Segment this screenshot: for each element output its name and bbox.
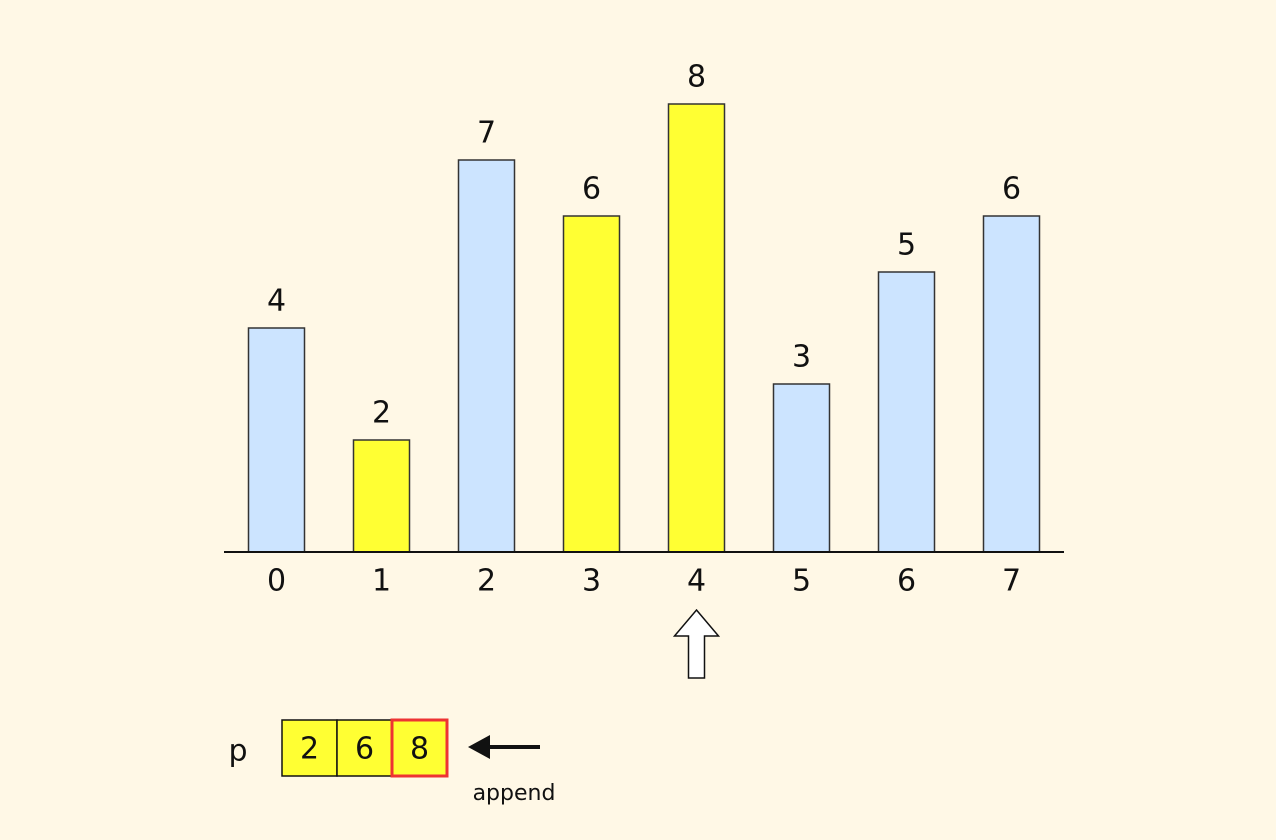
value-label: 3 bbox=[792, 340, 811, 375]
bar bbox=[352, 439, 411, 553]
x-tick-label: 0 bbox=[267, 564, 286, 599]
value-label: 6 bbox=[1002, 172, 1021, 207]
array-cell bbox=[281, 719, 338, 777]
x-tick-label: 1 bbox=[372, 564, 391, 599]
value-label: 8 bbox=[687, 60, 706, 95]
x-tick-label: 2 bbox=[477, 564, 496, 599]
bar bbox=[667, 103, 726, 553]
bar bbox=[457, 159, 516, 553]
x-tick-label: 4 bbox=[687, 564, 706, 599]
bar bbox=[562, 215, 621, 553]
value-label: 2 bbox=[372, 396, 391, 431]
x-tick-label: 7 bbox=[1002, 564, 1021, 599]
x-tick-label: 5 bbox=[792, 564, 811, 599]
pointer-arrow bbox=[672, 608, 721, 679]
value-label: 7 bbox=[477, 116, 496, 151]
array-value: 2 bbox=[300, 732, 319, 767]
x-tick-label: 6 bbox=[897, 564, 916, 599]
append-arrow-head bbox=[468, 735, 490, 759]
value-label: 4 bbox=[267, 284, 286, 319]
bar bbox=[247, 327, 306, 553]
array-value: 8 bbox=[410, 732, 429, 767]
bar bbox=[982, 215, 1041, 553]
annotation: append bbox=[473, 781, 556, 806]
bar bbox=[772, 383, 831, 553]
array-value: 6 bbox=[355, 732, 374, 767]
value-label: 6 bbox=[582, 172, 601, 207]
array-label: p bbox=[228, 734, 247, 769]
bar bbox=[877, 271, 936, 553]
x-tick-label: 3 bbox=[582, 564, 601, 599]
array-cell-highlight bbox=[390, 718, 449, 778]
value-label: 5 bbox=[897, 228, 916, 263]
